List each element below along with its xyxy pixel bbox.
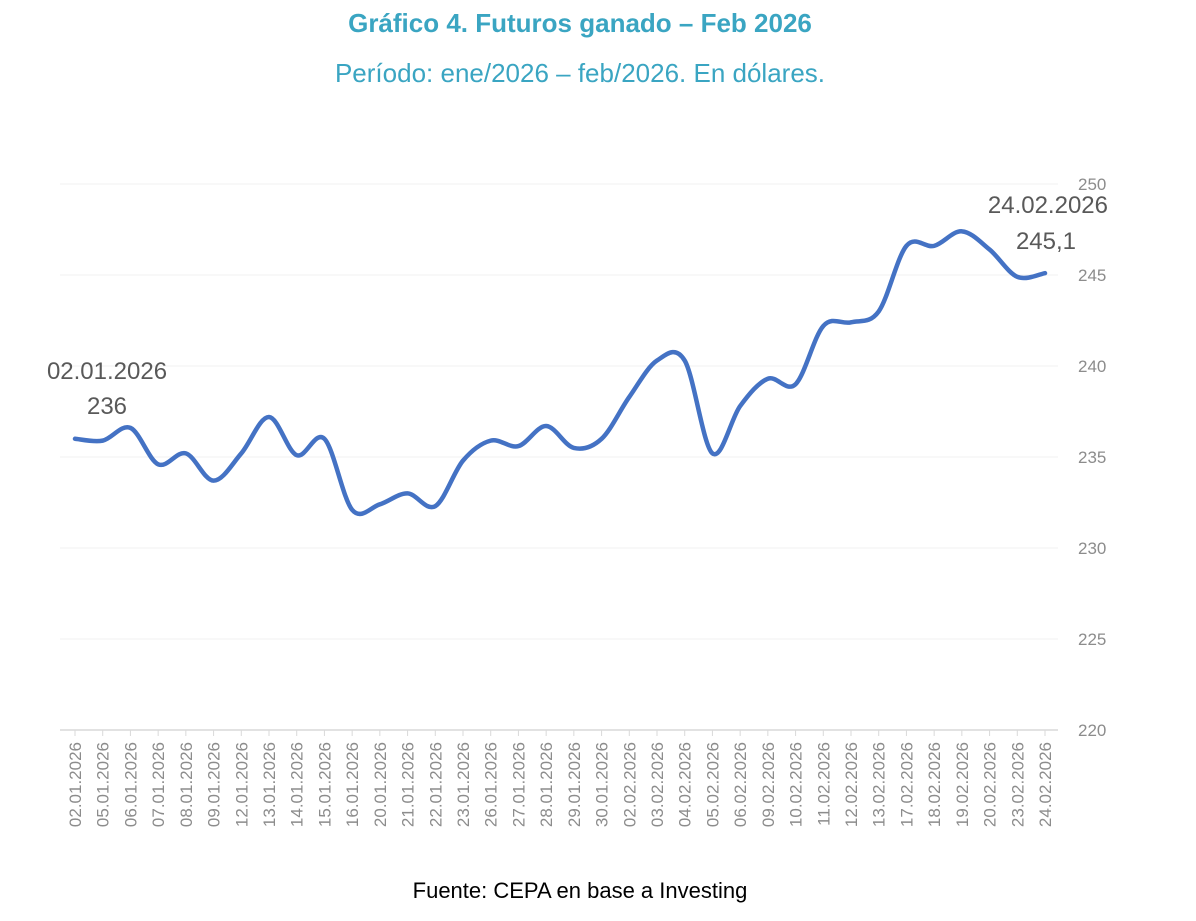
x-tick-label: 07.01.2026	[149, 742, 168, 827]
x-tick-label: 10.02.2026	[787, 742, 806, 827]
data-point	[101, 439, 105, 443]
x-tick-label: 13.02.2026	[870, 742, 889, 827]
y-tick-label: 225	[1078, 630, 1106, 649]
y-tick-label: 250	[1078, 175, 1106, 194]
data-point	[710, 451, 714, 455]
data-point	[766, 377, 770, 381]
y-tick-label: 220	[1078, 721, 1106, 740]
y-tick-label: 240	[1078, 357, 1106, 376]
gridlines	[60, 183, 1058, 731]
x-tick-label: 04.02.2026	[676, 742, 695, 827]
source-note: Fuente: CEPA en base a Investing	[412, 878, 748, 903]
data-point	[212, 479, 216, 483]
x-tick-label: 26.01.2026	[482, 742, 501, 827]
x-tick-label: 03.02.2026	[648, 742, 667, 827]
data-point	[904, 244, 908, 248]
chart-subtitle: Período: ene/2026 – feb/2026. En dólares…	[334, 58, 826, 88]
x-tick-label: 12.01.2026	[232, 742, 251, 827]
data-point	[960, 229, 964, 233]
data-point	[489, 439, 493, 443]
annotation-start-date: 02.01.2026	[47, 358, 167, 385]
data-point	[295, 453, 299, 457]
data-point	[156, 462, 160, 466]
x-tick-label: 11.02.2026	[814, 742, 833, 826]
x-tick-label: 02.01.2026	[66, 742, 85, 827]
x-tick-label: 20.01.2026	[371, 742, 390, 827]
y-tick-label: 230	[1078, 539, 1106, 558]
x-tick-label: 23.01.2026	[454, 742, 473, 827]
x-tick-label: 13.01.2026	[260, 742, 279, 827]
annotation-start-value: 236	[87, 393, 127, 420]
data-point	[738, 404, 742, 408]
x-tick-label: 17.02.2026	[897, 742, 916, 827]
data-point	[544, 424, 548, 428]
x-tick-label: 27.01.2026	[509, 742, 528, 827]
data-point	[849, 320, 853, 324]
data-point	[821, 324, 825, 328]
x-tick-label: 21.01.2026	[399, 742, 418, 827]
data-point	[572, 446, 576, 450]
x-tick-label: 08.01.2026	[177, 742, 196, 827]
data-point	[1015, 275, 1019, 279]
data-point	[461, 459, 465, 463]
data-point	[627, 395, 631, 399]
x-tick-label: 23.02.2026	[1008, 742, 1027, 827]
data-point	[239, 451, 243, 455]
data-point	[73, 437, 77, 441]
data-point	[600, 437, 604, 441]
series-line	[72, 229, 1048, 517]
x-tick-label: 09.02.2026	[759, 742, 778, 827]
data-point	[655, 359, 659, 363]
data-point	[322, 437, 326, 441]
x-tick-label: 20.02.2026	[981, 742, 1000, 827]
x-tick-label: 24.02.2026	[1036, 742, 1055, 827]
data-point	[516, 444, 520, 448]
annotations: 02.01.2026 236 24.02.2026 245,1	[47, 192, 1108, 420]
x-tick-label: 30.01.2026	[593, 742, 612, 827]
x-tick-label: 05.02.2026	[703, 742, 722, 827]
x-tick-label: 02.02.2026	[620, 742, 639, 827]
data-point	[128, 426, 132, 430]
x-tick-label: 15.01.2026	[315, 742, 334, 827]
data-point	[378, 502, 382, 506]
x-tick-label: 09.01.2026	[205, 742, 224, 827]
x-tick-label: 12.02.2026	[842, 742, 861, 827]
annotation-end-value: 245,1	[1016, 228, 1076, 255]
data-point	[267, 415, 271, 419]
x-tick-label: 06.02.2026	[731, 742, 750, 827]
x-tick-label: 28.01.2026	[537, 742, 556, 827]
x-tick-label: 16.01.2026	[343, 742, 362, 827]
y-tick-label: 235	[1078, 448, 1106, 467]
data-point	[683, 359, 687, 363]
x-tick-label: 05.01.2026	[94, 742, 113, 827]
data-point	[406, 491, 410, 495]
x-tick-label: 14.01.2026	[288, 742, 307, 827]
data-point	[988, 248, 992, 252]
data-point	[433, 504, 437, 508]
chart-title: Gráfico 4. Futuros ganado – Feb 2026	[348, 8, 812, 38]
data-point	[932, 244, 936, 248]
y-tick-label: 245	[1078, 266, 1106, 285]
data-point	[877, 309, 881, 313]
x-tick-label: 06.01.2026	[121, 742, 140, 827]
axes: 220 225 230 235 240 245 250 02.01.2026 05.01.202…	[66, 175, 1106, 827]
data-point	[350, 508, 354, 512]
annotation-end-date: 24.02.2026	[988, 192, 1108, 219]
data-point	[184, 451, 188, 455]
series	[72, 229, 1048, 517]
x-tick-label: 22.01.2026	[426, 742, 445, 827]
data-point	[1043, 271, 1047, 275]
data-point	[794, 382, 798, 386]
x-tick-label: 29.01.2026	[565, 742, 584, 827]
x-tick-label: 18.02.2026	[925, 742, 944, 827]
x-tick-label: 19.02.2026	[953, 742, 972, 827]
